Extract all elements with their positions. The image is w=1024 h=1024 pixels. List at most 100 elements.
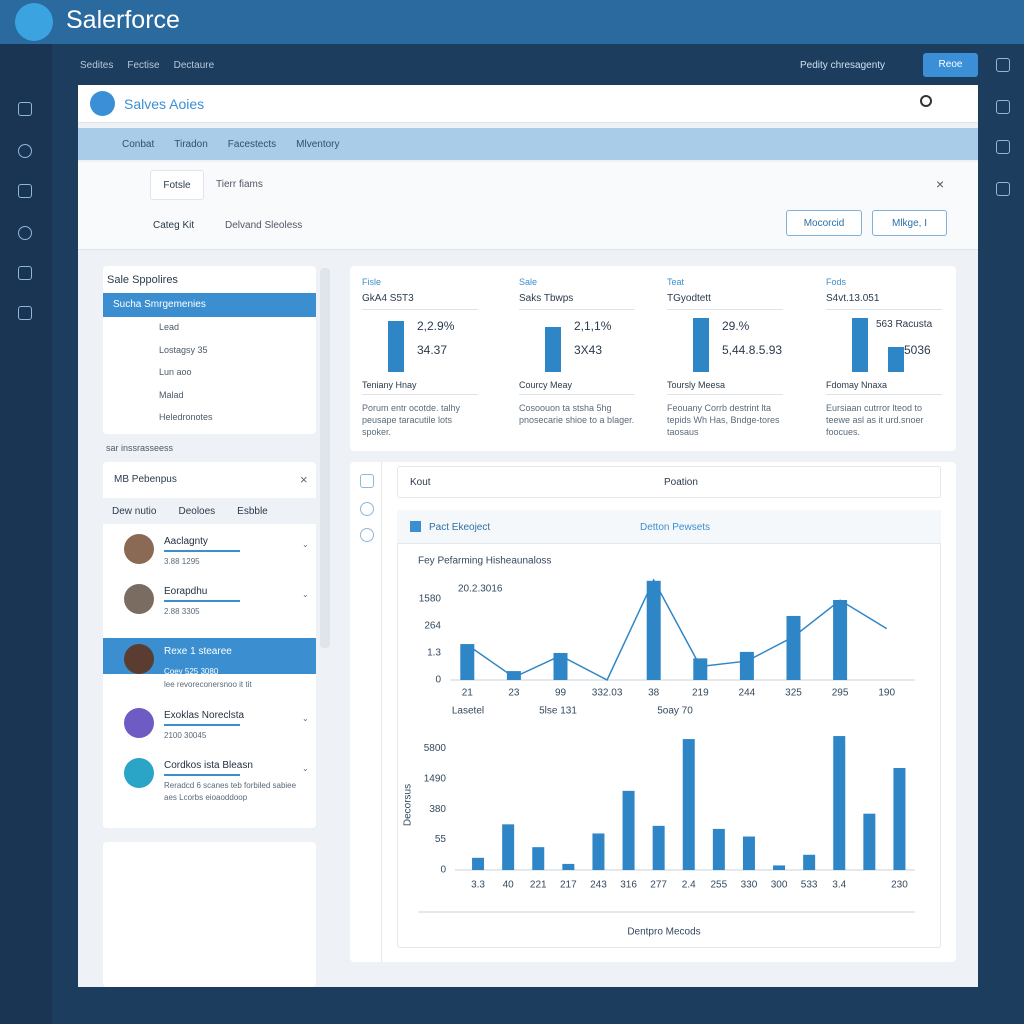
dropdown[interactable]: Mlkge, I: [872, 210, 947, 236]
right-icon[interactable]: [996, 140, 1010, 154]
dash-tab[interactable]: Poation: [664, 477, 698, 488]
right-icon[interactable]: [996, 58, 1010, 72]
crumb[interactable]: Fectise: [127, 60, 160, 71]
left-rail: [0, 44, 52, 1024]
kpi-desc: Feouany Corrb destrint lta tepids Wh Has…: [667, 403, 780, 437]
rail-icon[interactable]: [18, 144, 32, 158]
person-sub: 3.88 1295: [164, 557, 200, 566]
tool-icon[interactable]: [360, 474, 374, 488]
underline: [164, 600, 240, 602]
right-icon[interactable]: [996, 182, 1010, 196]
chevron[interactable]: ⌄: [302, 540, 309, 549]
person-name[interactable]: Cordkos ista Bleasn: [164, 760, 253, 771]
kpi-desc: Eursiaan cutrror lteod to teewe asl as i…: [826, 403, 924, 437]
y-axis-title: Decorsus: [403, 784, 414, 826]
x-tick-label: 2.4: [682, 880, 696, 891]
columns: Dew nutio Deoloes Esbble: [112, 506, 268, 517]
button[interactable]: Reoe: [923, 53, 978, 77]
person-name[interactable]: Rexe 1 stearee: [164, 646, 232, 657]
tool-icon[interactable]: [360, 502, 374, 516]
close[interactable]: ×: [936, 176, 945, 192]
kpi-title: Saks Tbwps: [519, 293, 574, 304]
bar: [712, 828, 725, 870]
tab[interactable]: Conbat: [122, 139, 155, 150]
side-item[interactable]: Malad: [159, 389, 184, 400]
x-tick-label: 533: [801, 880, 818, 891]
bar: [739, 651, 754, 680]
filter-tab[interactable]: Tierr fiams: [216, 179, 263, 190]
rail-icon[interactable]: [18, 102, 32, 116]
x-tick-label: 23: [508, 688, 520, 699]
dash-tabs: [397, 466, 941, 498]
side-title: Sale Sppolires: [107, 274, 178, 286]
kpi-label: Fisle: [362, 277, 382, 287]
side-item[interactable]: Lostagsy 35: [159, 344, 208, 355]
filter-tab[interactable]: Fotsle: [150, 170, 204, 200]
bar: [472, 857, 485, 870]
chevron[interactable]: ⌄: [302, 764, 309, 773]
select[interactable]: Categ Kit: [153, 220, 195, 231]
tab[interactable]: Tiradon: [174, 139, 208, 150]
person-name[interactable]: Exoklas Noreclsta: [164, 710, 245, 721]
section-link[interactable]: Detton Pewsets: [640, 522, 711, 533]
search-icon[interactable]: [920, 95, 932, 107]
kpi-bar: [888, 346, 904, 372]
panel-icon: [90, 91, 115, 116]
rail-icon[interactable]: [18, 306, 32, 320]
side-item[interactable]: Heledronotes: [159, 412, 213, 422]
dash-tab[interactable]: Kout: [410, 477, 431, 488]
bar: [893, 768, 906, 870]
tab[interactable]: Facestects: [227, 139, 277, 150]
kpi-rule: [667, 309, 783, 310]
annotation: 20.2.3016: [458, 584, 503, 595]
person-name[interactable]: Eorapdhu: [164, 586, 208, 597]
close[interactable]: ×: [300, 472, 308, 487]
chevron[interactable]: ⌄: [302, 714, 309, 723]
bar: [502, 824, 515, 870]
side-item[interactable]: Lun aoo: [159, 367, 192, 377]
select[interactable]: Delvand Sleoless: [225, 220, 303, 231]
crumb[interactable]: Sedites: [80, 60, 114, 71]
rail-icon[interactable]: [18, 226, 32, 240]
x-axis-label: 5lse 131: [539, 706, 577, 717]
kpi-caption: Teniany Hnay: [362, 380, 417, 390]
chevron[interactable]: ⌄: [302, 590, 309, 599]
contacts-card: [103, 842, 316, 987]
avatar: [124, 708, 154, 738]
avatar: [124, 584, 154, 614]
side-selected[interactable]: Sucha Smrgemenies: [103, 293, 316, 317]
tab[interactable]: Mlventory: [296, 139, 340, 150]
column[interactable]: Deoloes: [178, 506, 216, 517]
kpi-stat: 563 Racusta: [876, 319, 933, 330]
person-name[interactable]: Aaclagnty: [164, 536, 208, 547]
person-note: lee revoreconersnoo it tit: [164, 680, 252, 689]
dropdown[interactable]: Mocorcid: [786, 210, 862, 236]
column[interactable]: Dew nutio: [112, 506, 157, 517]
x-tick-label: 40: [503, 880, 515, 891]
section-title: Pact Ekeoject: [429, 522, 491, 533]
bar: [803, 854, 816, 870]
rail-icon[interactable]: [18, 266, 32, 280]
kpi-desc: Porum entr ocotde. talhy peusape taracut…: [362, 403, 461, 437]
kpi-title: S4vt.13.051: [826, 293, 880, 304]
bar: [693, 658, 708, 680]
bar: [460, 644, 475, 680]
x-tick-label: 295: [832, 688, 849, 699]
x-tick-label: 316: [620, 880, 637, 891]
rail-icon[interactable]: [18, 184, 32, 198]
crumb[interactable]: Dectaure: [173, 60, 215, 71]
x-tick-label: 300: [771, 880, 788, 891]
scrollbar[interactable]: [320, 268, 330, 648]
bar: [786, 615, 801, 680]
chart-panel-header: [397, 510, 941, 544]
x-tick-label: 243: [590, 880, 607, 891]
column[interactable]: Esbble: [237, 506, 268, 517]
tool-icon[interactable]: [360, 528, 374, 542]
kpi-rule: [667, 394, 783, 395]
y-tick-label: 55: [435, 834, 447, 845]
person-sub: Reradcd 6 scanes teb forbiled sabiee aes…: [164, 781, 297, 802]
side-item[interactable]: Lead: [159, 322, 180, 332]
y-tick-label: 380: [429, 804, 446, 815]
right-icon[interactable]: [996, 100, 1010, 114]
x-tick-label: 244: [739, 688, 756, 699]
